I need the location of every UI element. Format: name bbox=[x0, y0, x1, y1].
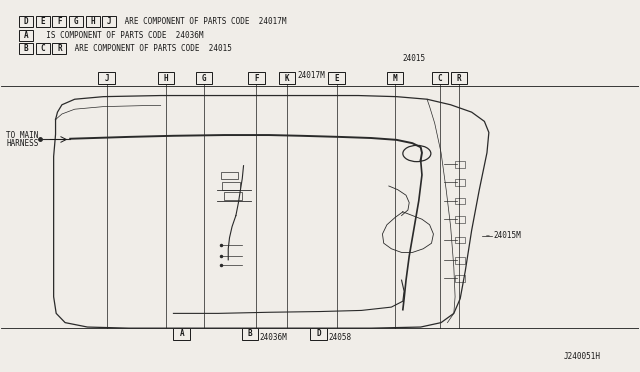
Text: B: B bbox=[24, 44, 29, 53]
Text: H: H bbox=[163, 74, 168, 83]
Text: K: K bbox=[285, 74, 289, 83]
Text: J240051H: J240051H bbox=[564, 352, 601, 361]
Text: 24036M: 24036M bbox=[259, 333, 287, 342]
Text: J: J bbox=[107, 17, 111, 26]
Text: A: A bbox=[179, 329, 184, 339]
Text: E: E bbox=[40, 17, 45, 26]
Text: IS COMPONENT OF PARTS CODE  24036M: IS COMPONENT OF PARTS CODE 24036M bbox=[37, 31, 204, 40]
Text: HARNESS: HARNESS bbox=[6, 139, 39, 148]
Text: C: C bbox=[438, 74, 442, 83]
Text: M: M bbox=[393, 74, 397, 83]
Text: 24015: 24015 bbox=[403, 54, 426, 63]
Text: 24058: 24058 bbox=[328, 333, 351, 342]
Text: B: B bbox=[248, 329, 252, 339]
Text: 24017M: 24017M bbox=[297, 71, 325, 80]
Text: G: G bbox=[74, 17, 78, 26]
Text: E: E bbox=[334, 74, 339, 83]
Text: F: F bbox=[254, 74, 259, 83]
Text: 24015M: 24015M bbox=[493, 231, 521, 240]
Text: TO MAIN: TO MAIN bbox=[6, 131, 39, 140]
Text: J: J bbox=[104, 74, 109, 83]
Text: ARE COMPONENT OF PARTS CODE  24015: ARE COMPONENT OF PARTS CODE 24015 bbox=[70, 44, 232, 53]
Text: F: F bbox=[57, 17, 61, 26]
Text: D: D bbox=[316, 329, 321, 339]
Text: R: R bbox=[57, 44, 61, 53]
Text: D: D bbox=[24, 17, 29, 26]
Text: R: R bbox=[456, 74, 461, 83]
Text: H: H bbox=[90, 17, 95, 26]
Text: ARE COMPONENT OF PARTS CODE  24017M: ARE COMPONENT OF PARTS CODE 24017M bbox=[120, 17, 287, 26]
Text: G: G bbox=[202, 74, 206, 83]
Text: C: C bbox=[40, 44, 45, 53]
Text: A: A bbox=[24, 31, 29, 40]
